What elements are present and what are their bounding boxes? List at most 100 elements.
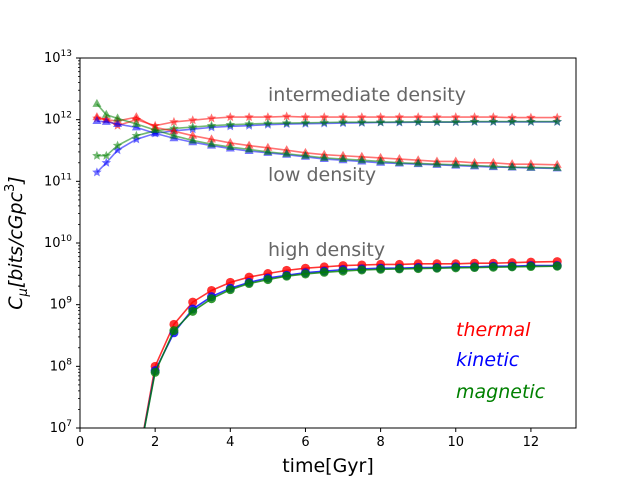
y-axis: 107 108 109 1010 1011 1012 1013 — [44, 49, 80, 436]
data-point — [338, 117, 348, 127]
series-star-magnetic — [92, 116, 562, 160]
data-point — [225, 119, 236, 129]
data-point — [376, 156, 386, 165]
data-point — [244, 279, 254, 289]
data-point — [488, 161, 498, 170]
data-point — [282, 271, 292, 281]
data-point — [552, 162, 562, 171]
data-point — [552, 261, 562, 271]
data-point — [319, 267, 329, 277]
data-point — [244, 144, 254, 153]
data-point — [169, 116, 179, 126]
data-point — [131, 112, 141, 121]
data-point — [413, 158, 423, 167]
data-point — [413, 112, 423, 122]
data-point — [206, 120, 217, 130]
data-point — [281, 111, 292, 121]
data-point — [225, 112, 236, 122]
data-point — [225, 285, 235, 295]
data-point — [394, 112, 405, 122]
data-point — [394, 116, 405, 126]
data-point — [207, 139, 217, 148]
annotation-low-density: low density — [268, 164, 376, 186]
x-axis: 0 2 4 6 8 10 12 — [76, 428, 539, 450]
data-point — [188, 135, 198, 144]
data-point — [507, 116, 517, 126]
data-point — [92, 150, 102, 160]
data-point — [225, 137, 235, 146]
y-tick-label: 1010 — [44, 234, 72, 251]
data-point — [300, 117, 311, 127]
data-point — [357, 117, 367, 127]
data-point — [432, 263, 442, 273]
x-tick-label: 10 — [447, 435, 464, 450]
y-tick-label: 107 — [50, 419, 72, 436]
data-point — [244, 112, 254, 122]
data-point — [470, 160, 480, 169]
data-point — [470, 263, 480, 273]
data-point — [319, 117, 329, 127]
data-point — [169, 130, 179, 139]
data-point — [207, 285, 217, 295]
data-point — [92, 98, 102, 107]
x-tick-label: 4 — [226, 435, 234, 450]
data-point — [300, 112, 311, 122]
series-circle-magnetic — [143, 261, 562, 428]
data-point — [507, 262, 517, 272]
data-point — [526, 262, 536, 272]
y-tick-label: 1013 — [44, 49, 72, 66]
x-tick-label: 6 — [301, 435, 309, 450]
legend-kinetic: kinetic — [456, 349, 520, 371]
x-tick-label: 2 — [151, 435, 159, 450]
x-tick-label: 12 — [523, 435, 540, 450]
data-point — [432, 112, 442, 122]
data-point — [338, 266, 348, 276]
data-point — [169, 326, 179, 336]
data-point — [357, 112, 367, 122]
data-point — [187, 115, 198, 125]
data-point — [225, 142, 235, 151]
data-point — [263, 275, 273, 285]
data-point — [451, 263, 461, 273]
data-point — [338, 112, 348, 122]
x-tick-label: 8 — [376, 435, 384, 450]
data-point — [526, 116, 536, 126]
data-point — [282, 148, 292, 157]
data-point — [394, 264, 404, 274]
x-axis-label: time[Gyr] — [282, 455, 374, 477]
data-point — [113, 119, 123, 128]
data-point — [150, 367, 160, 377]
data-point — [169, 126, 179, 135]
data-point — [469, 116, 480, 126]
x-tick-label: 0 — [76, 435, 84, 450]
data-point — [319, 112, 329, 122]
data-point — [169, 319, 179, 329]
data-point — [300, 150, 310, 159]
data-point — [488, 116, 499, 126]
data-point — [432, 116, 442, 126]
data-point — [92, 167, 102, 177]
data-point — [188, 130, 198, 139]
legend-magnetic: magnetic — [456, 381, 546, 403]
data-point — [263, 142, 273, 151]
annotation-intermediate-density: intermediate density — [268, 84, 466, 106]
series-line — [96, 120, 558, 157]
data-point — [413, 116, 423, 126]
data-point — [338, 154, 348, 163]
data-point — [394, 157, 404, 166]
data-point — [357, 265, 367, 275]
data-point — [451, 116, 461, 126]
data-point — [101, 157, 112, 167]
data-point — [188, 297, 198, 307]
data-point — [488, 262, 498, 272]
data-point — [101, 150, 112, 160]
data-point — [113, 113, 123, 122]
data-point — [526, 162, 536, 171]
series-triangle-magnetic — [92, 98, 562, 171]
data-point — [112, 140, 123, 150]
data-point — [263, 146, 273, 155]
y-tick-label: 1011 — [44, 172, 72, 189]
data-point — [319, 152, 329, 161]
data-point — [131, 134, 142, 144]
